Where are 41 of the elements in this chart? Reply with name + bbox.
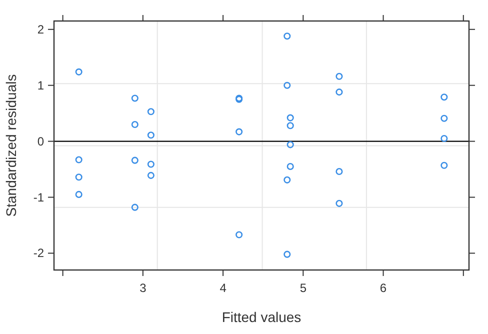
point	[147, 172, 154, 179]
point	[336, 72, 343, 80]
point	[440, 162, 448, 169]
point	[440, 94, 448, 101]
point	[75, 68, 82, 76]
y-tick-label: 2	[37, 22, 44, 36]
y-tick-label: -2	[33, 246, 44, 260]
point	[336, 200, 343, 207]
point	[75, 174, 82, 181]
point	[131, 156, 138, 164]
x-tick-label: 5	[300, 281, 307, 295]
point	[286, 141, 294, 148]
point	[236, 128, 243, 136]
point	[75, 156, 82, 164]
point	[286, 162, 294, 170]
x-tick-label: 4	[220, 281, 227, 295]
point	[75, 190, 82, 198]
point	[131, 204, 138, 211]
x-axis-title: Fitted values	[222, 309, 302, 325]
point	[440, 134, 448, 142]
point	[284, 32, 291, 40]
point	[147, 160, 154, 168]
point	[286, 122, 294, 130]
point	[131, 94, 138, 102]
x-tick-label: 3	[140, 281, 147, 295]
point	[286, 114, 294, 122]
point	[336, 88, 343, 96]
point	[336, 168, 343, 176]
y-tick-label: 1	[37, 78, 44, 92]
y-axis-title: Standardized residuals	[3, 74, 19, 217]
point	[147, 132, 154, 139]
point	[284, 250, 291, 258]
point	[284, 82, 291, 89]
point	[284, 176, 291, 184]
point	[147, 108, 154, 116]
point	[236, 231, 243, 238]
y-tick-label: 0	[37, 134, 44, 148]
y-tick-label: -1	[33, 190, 44, 204]
x-tick-label: 6	[380, 281, 387, 295]
point	[131, 120, 138, 128]
point	[440, 114, 448, 122]
